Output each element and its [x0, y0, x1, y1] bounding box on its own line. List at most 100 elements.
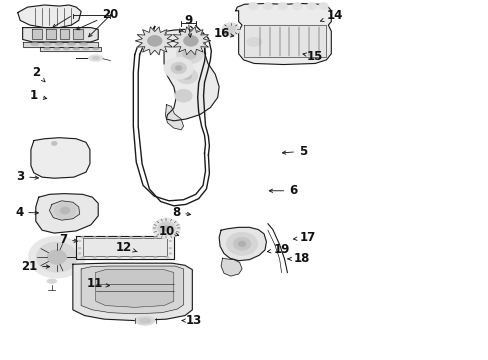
Polygon shape — [235, 4, 330, 64]
Text: 1: 1 — [30, 89, 47, 102]
Text: 3: 3 — [16, 170, 38, 183]
Polygon shape — [82, 238, 167, 256]
Text: 17: 17 — [293, 231, 315, 244]
Polygon shape — [32, 30, 42, 40]
Ellipse shape — [78, 240, 81, 242]
Ellipse shape — [129, 257, 133, 258]
Ellipse shape — [81, 237, 84, 238]
Text: 11: 11 — [86, 278, 109, 291]
Ellipse shape — [153, 257, 157, 258]
Ellipse shape — [139, 318, 151, 323]
Ellipse shape — [30, 42, 39, 45]
Ellipse shape — [73, 48, 80, 50]
Circle shape — [36, 242, 77, 272]
Polygon shape — [243, 25, 326, 57]
Polygon shape — [165, 105, 183, 130]
Polygon shape — [60, 30, 69, 40]
Circle shape — [162, 226, 170, 231]
Text: 21: 21 — [21, 260, 49, 273]
Ellipse shape — [53, 48, 60, 50]
Circle shape — [147, 36, 162, 46]
Text: 20: 20 — [76, 8, 118, 30]
Circle shape — [233, 237, 250, 250]
Text: 6: 6 — [269, 184, 297, 197]
Ellipse shape — [105, 257, 109, 258]
Polygon shape — [96, 270, 173, 307]
Ellipse shape — [168, 253, 171, 255]
Circle shape — [170, 62, 186, 74]
Ellipse shape — [117, 257, 121, 258]
Ellipse shape — [43, 48, 50, 50]
Polygon shape — [73, 263, 192, 320]
Polygon shape — [40, 46, 101, 51]
Text: 14: 14 — [320, 9, 342, 22]
Polygon shape — [49, 201, 80, 220]
Circle shape — [226, 232, 257, 255]
Ellipse shape — [78, 253, 81, 255]
Ellipse shape — [135, 316, 155, 325]
Ellipse shape — [88, 55, 103, 61]
Ellipse shape — [55, 42, 63, 45]
Polygon shape — [76, 235, 173, 259]
Circle shape — [238, 241, 245, 247]
Text: 7: 7 — [59, 233, 77, 246]
Circle shape — [47, 250, 66, 264]
Ellipse shape — [67, 42, 76, 45]
Circle shape — [225, 26, 235, 33]
Text: 9: 9 — [179, 14, 192, 32]
Polygon shape — [171, 27, 210, 55]
Circle shape — [182, 72, 191, 80]
Circle shape — [182, 48, 197, 59]
Circle shape — [28, 236, 85, 278]
Circle shape — [147, 36, 162, 46]
Circle shape — [163, 57, 193, 79]
Ellipse shape — [141, 257, 145, 258]
Circle shape — [54, 203, 76, 219]
Ellipse shape — [263, 3, 272, 10]
Ellipse shape — [92, 56, 99, 60]
Text: 13: 13 — [182, 314, 202, 327]
Circle shape — [183, 36, 198, 46]
Ellipse shape — [93, 257, 97, 258]
Ellipse shape — [165, 257, 169, 258]
Circle shape — [51, 141, 57, 145]
Ellipse shape — [153, 237, 157, 238]
Ellipse shape — [129, 237, 133, 238]
Ellipse shape — [277, 3, 287, 10]
Text: 15: 15 — [303, 50, 323, 63]
Polygon shape — [73, 30, 83, 40]
Polygon shape — [135, 27, 174, 55]
Ellipse shape — [141, 237, 145, 238]
Circle shape — [60, 207, 70, 214]
Text: 2: 2 — [32, 66, 45, 82]
Text: 18: 18 — [287, 252, 309, 265]
Text: 10: 10 — [158, 225, 178, 238]
Text: 16: 16 — [213, 27, 233, 40]
Circle shape — [174, 89, 192, 102]
Text: 4: 4 — [15, 206, 38, 219]
Polygon shape — [36, 194, 98, 233]
Text: 8: 8 — [172, 206, 190, 219]
Ellipse shape — [292, 3, 302, 10]
Polygon shape — [22, 42, 98, 46]
Ellipse shape — [246, 37, 262, 46]
Ellipse shape — [168, 247, 171, 249]
Text: 19: 19 — [267, 243, 290, 256]
Ellipse shape — [105, 237, 109, 238]
Ellipse shape — [78, 247, 81, 249]
Circle shape — [153, 219, 180, 238]
Polygon shape — [31, 138, 90, 178]
Text: 5: 5 — [282, 145, 306, 158]
Ellipse shape — [42, 42, 51, 45]
Text: 12: 12 — [115, 241, 137, 254]
Polygon shape — [22, 28, 98, 42]
Ellipse shape — [306, 3, 316, 10]
Ellipse shape — [248, 3, 258, 10]
Ellipse shape — [47, 279, 57, 283]
Polygon shape — [221, 258, 242, 276]
Polygon shape — [163, 30, 219, 121]
Ellipse shape — [168, 240, 171, 242]
Polygon shape — [81, 266, 183, 314]
Circle shape — [176, 44, 203, 64]
Ellipse shape — [93, 237, 97, 238]
